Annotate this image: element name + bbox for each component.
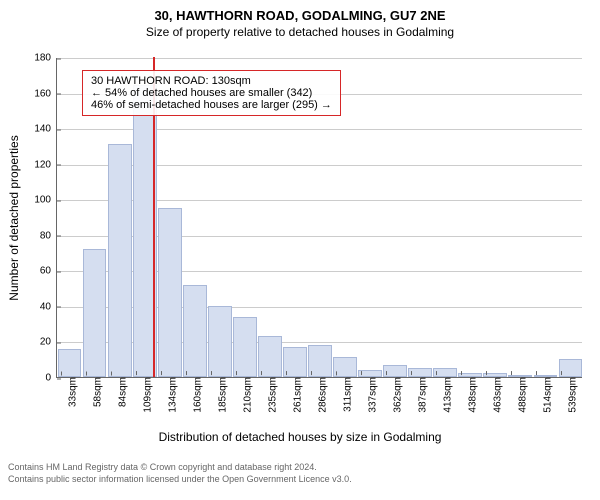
y-tick-label: 120 [34, 159, 57, 170]
y-tick-label: 80 [40, 230, 57, 241]
histogram-bar [83, 249, 107, 377]
x-tick-label: 488sqm [512, 377, 529, 413]
x-tick-label: 514sqm [537, 377, 554, 413]
x-tick-label: 109sqm [136, 377, 153, 413]
histogram-bar [183, 285, 207, 377]
x-tick-label: 261sqm [286, 377, 303, 413]
x-tick-label: 235sqm [261, 377, 278, 413]
y-tick-label: 100 [34, 195, 57, 206]
x-tick-label: 160sqm [186, 377, 203, 413]
chart-subtitle: Size of property relative to detached ho… [0, 23, 600, 39]
x-tick-label: 362sqm [387, 377, 404, 413]
x-tick-label: 463sqm [487, 377, 504, 413]
y-tick-label: 60 [40, 266, 57, 277]
y-tick-label: 40 [40, 301, 57, 312]
annotation-box: 30 HAWTHORN ROAD: 130sqm ← 54% of detach… [82, 70, 341, 116]
annotation-line3: 46% of semi-detached houses are larger (… [91, 99, 332, 111]
chart-title: 30, HAWTHORN ROAD, GODALMING, GU7 2NE [0, 0, 600, 23]
annotation-line1: 30 HAWTHORN ROAD: 130sqm [91, 75, 332, 87]
x-tick-label: 210sqm [236, 377, 253, 413]
x-tick-label: 413sqm [437, 377, 454, 413]
x-tick-label: 185sqm [211, 377, 228, 413]
histogram-bar [233, 317, 257, 377]
x-tick-label: 134sqm [161, 377, 178, 413]
y-tick-label: 180 [34, 53, 57, 64]
x-tick-label: 58sqm [86, 377, 103, 407]
footer-line1: Contains HM Land Registry data © Crown c… [8, 462, 592, 474]
histogram-bar [158, 208, 182, 377]
histogram-bar [208, 306, 232, 377]
histogram-bar [559, 359, 583, 377]
x-tick-label: 286sqm [312, 377, 329, 413]
annotation-line2: ← 54% of detached houses are smaller (34… [91, 87, 332, 99]
x-tick-label: 438sqm [462, 377, 479, 413]
y-tick-label: 160 [34, 88, 57, 99]
y-axis-label: Number of detached properties [7, 135, 21, 300]
x-axis-label: Distribution of detached houses by size … [159, 430, 442, 444]
y-tick-label: 20 [40, 337, 57, 348]
y-tick-label: 140 [34, 124, 57, 135]
footer-line2: Contains public sector information licen… [8, 474, 592, 486]
x-tick-label: 539sqm [562, 377, 579, 413]
footer-attribution: Contains HM Land Registry data © Crown c… [8, 462, 592, 485]
x-tick-label: 33sqm [61, 377, 78, 407]
x-tick-label: 84sqm [111, 377, 128, 407]
gridline [57, 58, 582, 59]
x-tick-label: 337sqm [362, 377, 379, 413]
histogram-bar [108, 144, 132, 377]
x-tick-label: 311sqm [337, 377, 354, 412]
x-tick-label: 387sqm [412, 377, 429, 413]
y-tick-label: 0 [45, 373, 57, 384]
